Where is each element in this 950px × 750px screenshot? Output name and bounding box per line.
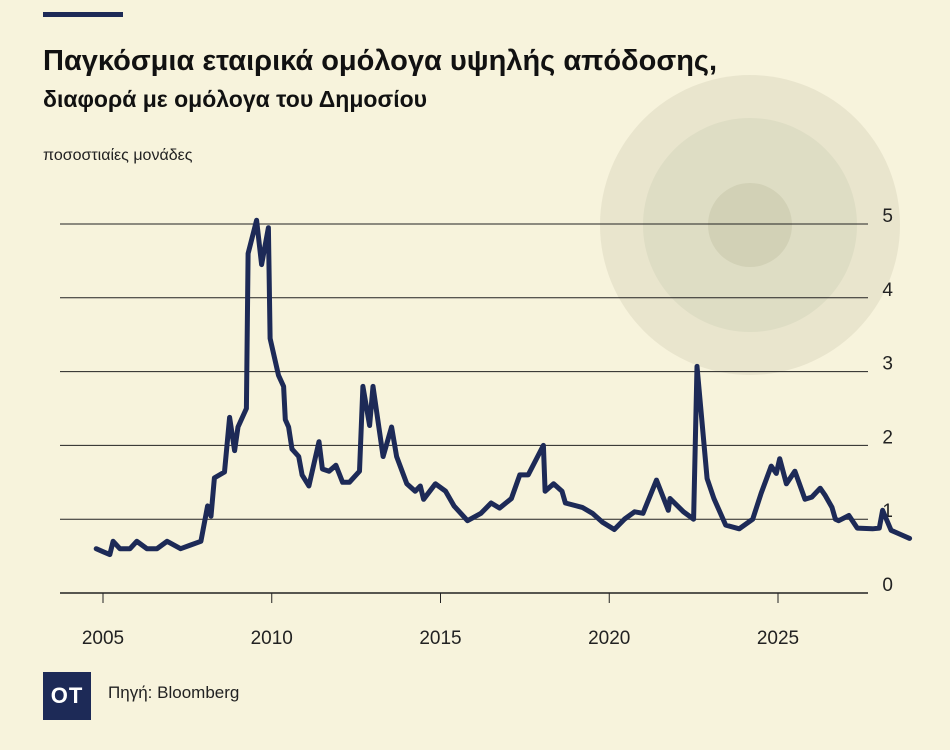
y-axis-ticks: 0 1 2 3 4 5 <box>882 206 893 596</box>
decor-circle-inner <box>708 183 792 267</box>
y-tick-label: 0 <box>882 575 893 596</box>
y-tick-label: 4 <box>882 280 893 301</box>
x-axis-ticks: 2005 2010 2015 2020 2025 <box>82 593 799 649</box>
y-tick-label: 3 <box>882 354 893 375</box>
source-note: Πηγή: Bloomberg <box>108 683 240 702</box>
y-tick-label: 5 <box>882 206 893 227</box>
series-group <box>93 217 913 558</box>
y-axis-unit-label: ποσοστιαίες μονάδες <box>43 147 193 164</box>
x-tick-label: 2005 <box>82 628 124 649</box>
y-tick-label: 1 <box>882 501 893 522</box>
x-tick-label: 2020 <box>588 628 630 649</box>
chart-subtitle: διαφορά με ομόλογα του Δημοσίου <box>43 86 428 112</box>
x-tick-label: 2015 <box>419 628 461 649</box>
decorative-circles <box>600 75 900 375</box>
ot-logo: OT <box>43 672 91 720</box>
y-tick-label: 2 <box>882 427 893 448</box>
line-chart: 0 1 2 3 4 5 2005 2010 2015 2020 2025 <box>60 75 913 649</box>
x-tick-label: 2010 <box>251 628 293 649</box>
series-line <box>93 217 913 558</box>
top-accent-rule <box>43 12 123 17</box>
x-tick-label: 2025 <box>757 628 799 649</box>
chart-title: Παγκόσμια εταιρικά ομόλογα υψηλής απόδοσ… <box>43 45 718 77</box>
